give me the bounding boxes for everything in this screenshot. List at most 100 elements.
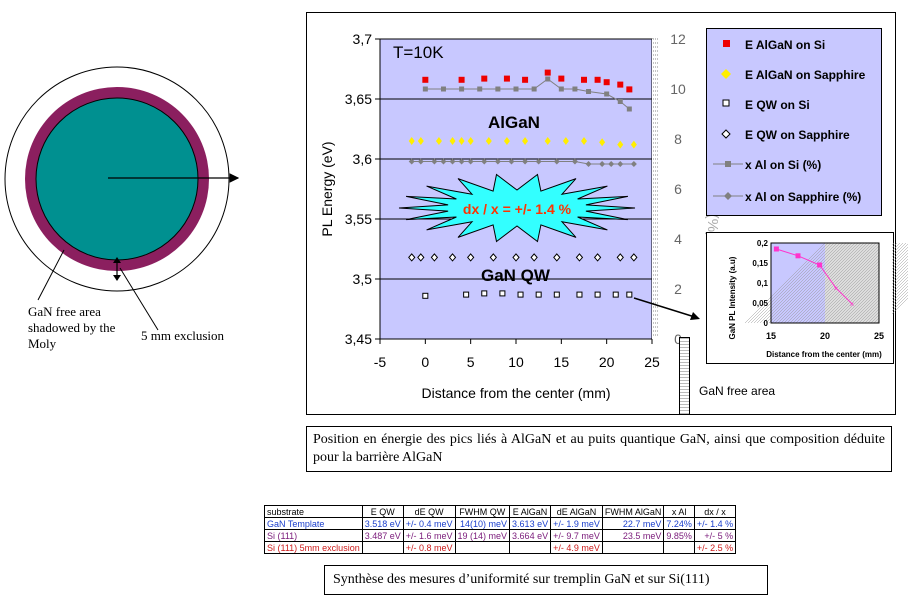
data-point-s1 bbox=[581, 137, 587, 145]
table-cell bbox=[454, 541, 511, 554]
data-point-s4 bbox=[477, 86, 483, 92]
data-point-s4 bbox=[558, 86, 564, 92]
table-cell: 23.5 meV bbox=[601, 529, 665, 542]
data-point-s2 bbox=[422, 292, 429, 299]
data-point-s5 bbox=[599, 161, 606, 167]
y2-tick-label: 0 bbox=[674, 331, 682, 347]
x-tick-label: 0 bbox=[421, 354, 429, 370]
data-point-s5 bbox=[553, 158, 560, 165]
data-point-s4 bbox=[531, 86, 537, 92]
data-point-s5 bbox=[571, 158, 578, 165]
free-area-label: GaN free area shadowed by the Moly bbox=[28, 304, 116, 351]
data-point-s0 bbox=[603, 79, 610, 86]
table-cell: 3.664 eV bbox=[509, 529, 552, 542]
data-point-s4 bbox=[422, 86, 428, 92]
free-area-pointer bbox=[37, 249, 65, 301]
data-point-s1 bbox=[408, 137, 415, 145]
table-cell: +/- 1.9 meV bbox=[550, 517, 603, 530]
data-point-s2 bbox=[594, 291, 601, 298]
y-tick-label: 3,7 bbox=[353, 31, 373, 47]
table-cell: +/- 0.4 meV bbox=[402, 517, 456, 530]
x-tick-label: 20 bbox=[599, 354, 615, 370]
data-point-s5 bbox=[431, 158, 438, 165]
data-point-s5 bbox=[585, 161, 592, 167]
data-point-s0 bbox=[481, 75, 488, 82]
table-cell bbox=[663, 541, 695, 554]
data-point-s2 bbox=[535, 291, 542, 298]
data-point-s1 bbox=[503, 137, 510, 145]
table-cell: 3.613 eV bbox=[509, 517, 552, 530]
data-point-s4 bbox=[572, 86, 578, 92]
data-point-s3 bbox=[575, 253, 584, 262]
data-point-s4 bbox=[545, 76, 551, 82]
y2-tick-label: 2 bbox=[674, 281, 682, 297]
data-point-s2 bbox=[517, 291, 524, 298]
free-area-caption: GaN free area bbox=[699, 384, 776, 398]
data-point-s2 bbox=[612, 291, 619, 298]
table-row: Si (111) 5mm exclusion +/- 0.8 meV +/- 4.9… bbox=[264, 541, 737, 554]
data-point-s5 bbox=[440, 158, 447, 165]
data-point-s4 bbox=[495, 86, 501, 92]
y2-tick-label: 12 bbox=[670, 31, 686, 47]
legend-e-qw-sapphire: E QW on Sapphire bbox=[707, 125, 881, 145]
table-cell: 9.85% bbox=[663, 529, 695, 542]
table-cell: 22.7 meV bbox=[601, 517, 665, 530]
data-point-s0 bbox=[594, 76, 601, 83]
table-header-cell: dE QW bbox=[402, 505, 456, 518]
table-cell: GaN Template bbox=[264, 517, 363, 530]
series-line-4 bbox=[425, 78, 630, 110]
inset-pointer-arrowhead bbox=[690, 312, 700, 320]
data-point-s3 bbox=[512, 253, 520, 262]
chart-caption: Position en énergie des pics liés à AlGa… bbox=[306, 426, 892, 472]
data-point-s0 bbox=[617, 81, 624, 88]
table-cell bbox=[601, 541, 665, 554]
data-point-s5 bbox=[608, 161, 615, 167]
table-cell: +/- 2.5 % bbox=[693, 541, 737, 554]
x-axis-label: Distance from the center (mm) bbox=[421, 385, 610, 401]
y-tick-label: 3,65 bbox=[345, 91, 372, 107]
data-point-s1 bbox=[485, 137, 492, 145]
exclusion-label: 5 mm exclusion bbox=[141, 328, 225, 343]
data-point-s3 bbox=[630, 253, 638, 262]
table-cell: +/- 5 % bbox=[693, 529, 737, 542]
data-point-s1 bbox=[417, 137, 424, 145]
table-cell bbox=[361, 541, 404, 554]
table-cell: +/- 0.8 meV bbox=[402, 541, 456, 554]
free-area-band bbox=[652, 39, 660, 339]
table-header-cell: x Al bbox=[663, 505, 695, 518]
y2-tick-label: 6 bbox=[674, 181, 682, 197]
data-point-s2 bbox=[481, 290, 488, 297]
data-point-s1 bbox=[617, 140, 624, 149]
table-body: GaN Template 3.518 eV +/- 0.4 meV 14(10) me… bbox=[264, 517, 737, 554]
data-point-s0 bbox=[544, 69, 551, 76]
y-tick-label: 3,55 bbox=[345, 211, 372, 227]
data-point-s4 bbox=[459, 86, 465, 92]
wafer-diagram bbox=[4, 66, 240, 331]
table-header-cell: substrate bbox=[264, 505, 363, 518]
table-header-cell: dE AlGaN bbox=[550, 505, 603, 518]
table-header-row: substrate E QW dE QW FWHM QW E AlGaN dE AlGaN… bbox=[264, 505, 737, 518]
legend-e-qw-si: E QW on Si bbox=[707, 95, 881, 115]
data-point-s3 bbox=[530, 253, 538, 262]
x-tick-label: 10 bbox=[508, 354, 524, 370]
y2-tick-label: 4 bbox=[674, 231, 682, 247]
table-header-cell: E QW bbox=[361, 505, 404, 518]
table-cell: 19 (14) meV bbox=[454, 529, 511, 542]
data-point-s5 bbox=[535, 158, 542, 165]
uniformity-table: substrate E QW dE QW FWHM QW E AlGaN dE AlGaN… bbox=[264, 505, 737, 554]
data-point-s3 bbox=[408, 253, 416, 262]
table-header-cell: dx / x bbox=[693, 505, 737, 518]
data-point-s5 bbox=[458, 158, 465, 165]
data-point-s0 bbox=[458, 76, 465, 83]
data-point-s3 bbox=[430, 253, 439, 262]
data-point-s1 bbox=[562, 137, 569, 145]
data-point-s2 bbox=[463, 291, 470, 298]
table-cell bbox=[509, 541, 552, 554]
table-cell: 3.518 eV bbox=[361, 517, 404, 530]
data-point-s5 bbox=[467, 158, 474, 165]
y-tick-label: 3,5 bbox=[353, 271, 373, 287]
data-point-s2 bbox=[626, 291, 633, 298]
table-row: GaN Template 3.518 eV +/- 0.4 meV 14(10) me… bbox=[264, 517, 737, 530]
data-point-s2 bbox=[576, 291, 583, 298]
table-cell: +/- 4.9 meV bbox=[550, 541, 603, 554]
